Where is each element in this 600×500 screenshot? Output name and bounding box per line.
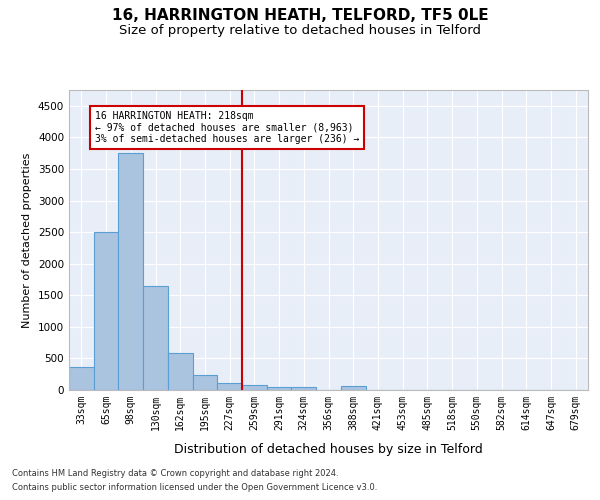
Bar xyxy=(193,376,217,390)
Bar xyxy=(143,286,168,390)
Bar xyxy=(341,386,365,390)
Bar xyxy=(69,366,94,390)
Bar xyxy=(217,383,242,390)
Text: Contains HM Land Registry data © Crown copyright and database right 2024.: Contains HM Land Registry data © Crown c… xyxy=(12,468,338,477)
Bar xyxy=(118,153,143,390)
Text: 16 HARRINGTON HEATH: 218sqm
← 97% of detached houses are smaller (8,963)
3% of s: 16 HARRINGTON HEATH: 218sqm ← 97% of det… xyxy=(95,111,359,144)
Text: Size of property relative to detached houses in Telford: Size of property relative to detached ho… xyxy=(119,24,481,37)
Y-axis label: Number of detached properties: Number of detached properties xyxy=(22,152,32,328)
Text: Distribution of detached houses by size in Telford: Distribution of detached houses by size … xyxy=(175,442,483,456)
Text: 16, HARRINGTON HEATH, TELFORD, TF5 0LE: 16, HARRINGTON HEATH, TELFORD, TF5 0LE xyxy=(112,8,488,22)
Bar xyxy=(168,352,193,390)
Bar xyxy=(267,386,292,390)
Bar xyxy=(242,385,267,390)
Bar xyxy=(292,388,316,390)
Bar xyxy=(94,232,118,390)
Text: Contains public sector information licensed under the Open Government Licence v3: Contains public sector information licen… xyxy=(12,484,377,492)
